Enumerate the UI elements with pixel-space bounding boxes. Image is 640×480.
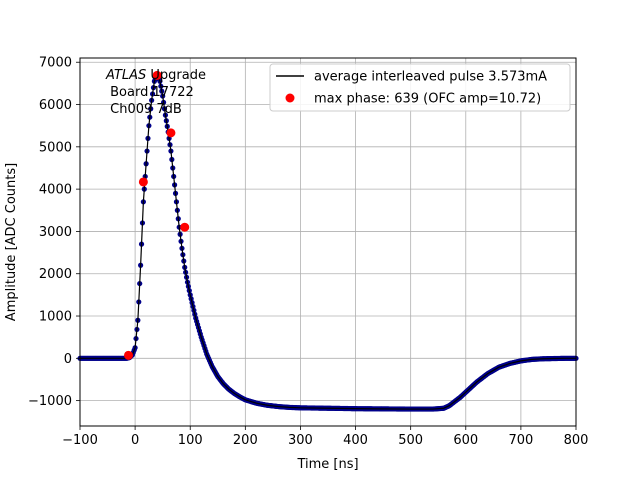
- x-tick-label-1: 0: [131, 433, 139, 448]
- x-tick-label-3: 200: [233, 433, 258, 448]
- max-phase-marker-0: [124, 350, 133, 360]
- annotation-line-2: Board 17722: [106, 85, 194, 100]
- annotation-atlas: ATLAS: [105, 68, 146, 83]
- y-tick-label-3: 2000: [39, 267, 72, 282]
- annotation-upgrade: Upgrade: [146, 68, 206, 83]
- plot-frame: [79, 57, 577, 427]
- x-tick-label-8: 700: [508, 433, 533, 448]
- x-tick-label-7: 600: [453, 433, 478, 448]
- max-phase-marker-3: [166, 128, 176, 138]
- legend-series-label: average interleaved pulse 3.573mA: [314, 70, 547, 85]
- series-line: [80, 73, 576, 410]
- tick-layer: −100 0 100 200 300 400 500 600 700 800−1000010002…: [28, 56, 588, 448]
- y-tick-label-8: 7000: [39, 56, 72, 71]
- legend-marker-swatch: [285, 93, 295, 103]
- y-tick-label-1: 0: [64, 352, 72, 367]
- annotation-line-3: Ch009 7dB: [106, 102, 182, 117]
- y-tick-label-2: 1000: [39, 310, 72, 325]
- legend: average interleaved pulse 3.573mA max ph…: [269, 63, 571, 112]
- x-tick-label-0: −100: [62, 433, 98, 448]
- marker-layer: [124, 70, 190, 360]
- y-tick-label-7: 6000: [39, 98, 72, 113]
- y-tick-label-6: 5000: [39, 140, 72, 155]
- x-axis-label: Time [ns]: [296, 457, 358, 472]
- atlas-annotation: ATLAS Upgrade Board 17722 Ch009 7dB: [105, 68, 206, 117]
- legend-box: [269, 63, 571, 112]
- legend-marker-label: max phase: 639 (OFC amp=10.72): [314, 92, 541, 107]
- x-tick-label-9: 800: [564, 433, 589, 448]
- max-phase-marker-4: [180, 222, 190, 232]
- max-phase-marker-1: [138, 177, 148, 187]
- y-axis-label: Amplitude [ADC Counts]: [4, 163, 19, 321]
- x-tick-label-5: 400: [343, 433, 368, 448]
- max-phase-marker-2: [152, 70, 162, 80]
- y-tick-label-5: 4000: [39, 183, 72, 198]
- y-tick-label-4: 3000: [39, 225, 72, 240]
- x-tick-label-2: 100: [178, 433, 203, 448]
- x-tick-label-6: 500: [398, 433, 423, 448]
- x-tick-label-4: 300: [288, 433, 313, 448]
- y-tick-label-0: −1000: [28, 394, 72, 409]
- annotation-line-1: ATLAS Upgrade: [105, 68, 206, 83]
- series-layer: [77, 72, 579, 412]
